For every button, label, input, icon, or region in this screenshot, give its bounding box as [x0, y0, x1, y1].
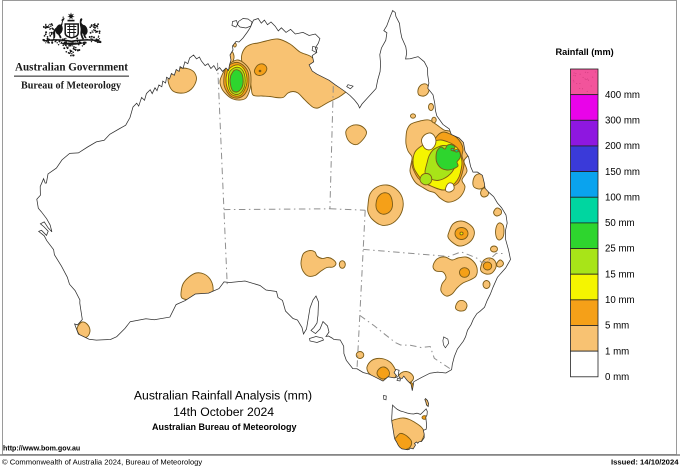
svg-text:Australian Rainfall Analysis (: Australian Rainfall Analysis (mm) [134, 388, 312, 402]
svg-text:5 mm: 5 mm [605, 321, 629, 332]
svg-text:Rainfall (mm): Rainfall (mm) [556, 47, 614, 57]
svg-text:Bureau of Meteorology: Bureau of Meteorology [21, 81, 121, 92]
svg-text:© Commonwealth of Australia 20: © Commonwealth of Australia 2024, Bureau… [2, 457, 202, 466]
svg-text:400 mm: 400 mm [605, 90, 640, 101]
svg-text:http://www.bom.gov.au: http://www.bom.gov.au [3, 445, 80, 453]
svg-text:300 mm: 300 mm [605, 116, 640, 127]
svg-text:Issued: 14/10/2024: Issued: 14/10/2024 [611, 457, 679, 466]
svg-text:100 mm: 100 mm [605, 192, 640, 203]
svg-text:15 mm: 15 mm [605, 269, 635, 280]
svg-text:200 mm: 200 mm [605, 141, 640, 152]
svg-text:150 mm: 150 mm [605, 167, 640, 178]
svg-text:14th October 2024: 14th October 2024 [173, 405, 274, 419]
svg-text:50 mm: 50 mm [605, 218, 635, 229]
svg-text:Australian Bureau of Meteorolo: Australian Bureau of Meteorology [152, 422, 297, 432]
svg-text:0 mm: 0 mm [605, 372, 629, 383]
svg-text:Australian Government: Australian Government [15, 62, 128, 74]
svg-text:25 mm: 25 mm [605, 244, 635, 255]
svg-text:1 mm: 1 mm [605, 346, 629, 357]
svg-text:10 mm: 10 mm [605, 295, 635, 306]
